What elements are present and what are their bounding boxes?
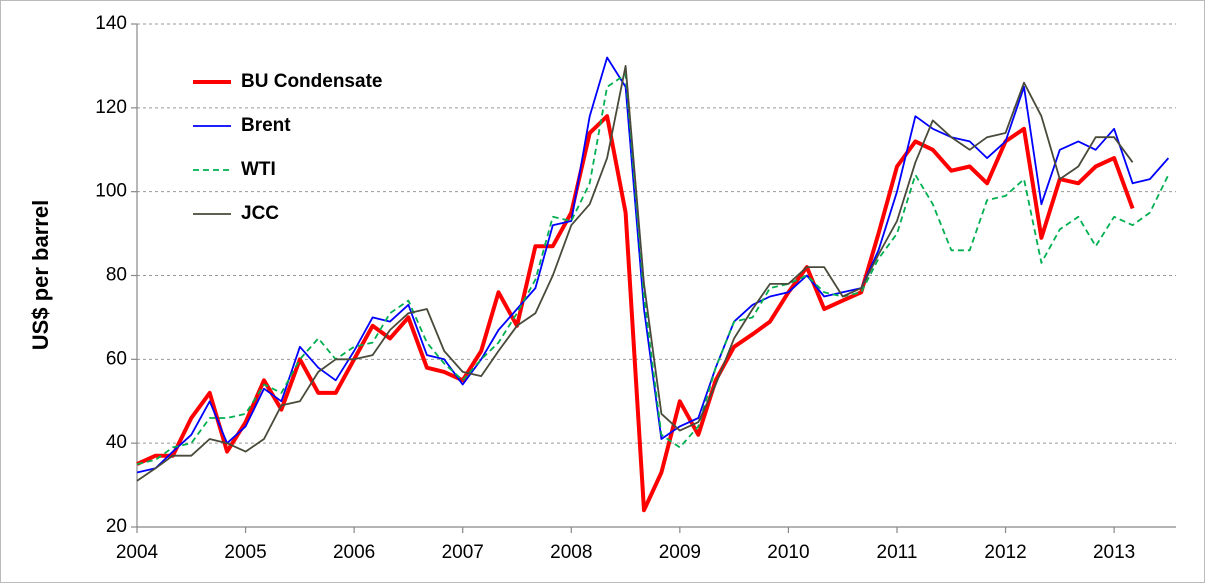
legend-label: JCC: [241, 203, 279, 224]
legend-label: Brent: [241, 115, 291, 136]
x-tick-label: 2013: [1093, 542, 1135, 563]
y-axis-title: US$ per barrel: [28, 200, 53, 350]
x-tick-label: 2004: [116, 542, 159, 563]
legend-label: WTI: [241, 159, 276, 180]
x-tick-label: 2010: [767, 542, 809, 563]
x-tick-label: 2011: [877, 542, 918, 563]
x-tick-label: 2012: [984, 542, 1026, 563]
series-line: [136, 73, 1170, 465]
y-tick-label: 100: [95, 181, 127, 202]
y-tick-label: 20: [106, 516, 127, 537]
y-tick-label: 120: [95, 97, 127, 118]
y-tick-label: 140: [95, 13, 127, 34]
series-line: [136, 114, 1135, 513]
x-tick-label: 2006: [333, 542, 375, 563]
y-tick-label: 80: [106, 265, 127, 286]
series-line: [136, 56, 1170, 474]
series-line: [136, 65, 1134, 482]
y-tick-label: 40: [106, 432, 127, 453]
y-tick-label: 60: [106, 348, 127, 369]
x-tick-label: 2009: [659, 542, 701, 563]
x-tick-label: 2007: [442, 542, 484, 563]
x-tick-label: 2008: [550, 542, 592, 563]
x-tick-label: 2005: [224, 542, 266, 563]
legend-label: BU Condensate: [241, 71, 382, 92]
